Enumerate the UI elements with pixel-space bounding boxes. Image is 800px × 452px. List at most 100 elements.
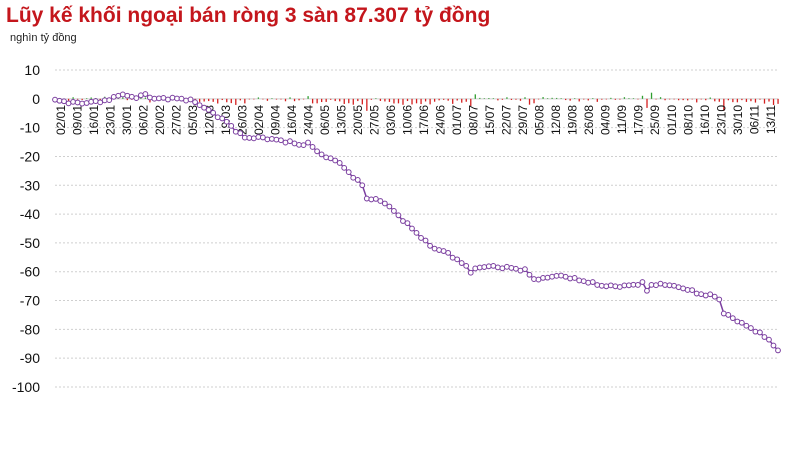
daily-flow-bar [415,98,418,104]
daily-flow-bar [86,98,88,99]
daily-flow-bar [474,94,476,99]
x-tick-label: 13/05 [335,105,349,135]
daily-flow-bar [302,98,305,100]
daily-flow-bar [357,98,359,102]
daily-flow-bar [348,98,350,104]
data-point [716,296,723,303]
x-tick-label: 16/10 [698,105,712,135]
data-point [766,336,772,343]
daily-flow-bar [537,98,540,100]
daily-flow-bar [578,98,580,102]
data-point [481,264,488,270]
daily-flow-bar [447,98,449,101]
x-tick-label: 25/09 [648,105,662,135]
data-point [418,235,424,241]
data-point [205,106,212,113]
x-tick-label: 06/02 [137,105,151,135]
daily-flow-bar [465,98,467,102]
daily-flow-bar [601,98,603,100]
daily-flow-bar [506,97,508,99]
x-tick-label: 01/07 [450,105,464,135]
daily-flow-bar [546,98,549,99]
daily-flow-bar [687,98,689,101]
daily-flow-bar [330,98,332,100]
daily-flow-bar [750,98,752,102]
x-tick-label: 30/01 [120,105,134,135]
daily-flow-bar [424,98,427,102]
daily-flow-bar [406,98,409,102]
daily-flow-bar [221,98,223,101]
daily-flow-bar [768,98,770,102]
daily-flow-bar [352,98,354,105]
daily-flow-bar [370,98,373,100]
x-tick-label: 27/02 [170,105,184,135]
daily-flow-bar [659,97,662,99]
daily-flow-bar [298,98,300,101]
data-point [603,283,610,290]
data-point [391,208,397,214]
data-point [359,182,366,189]
x-tick-label: 22/07 [500,105,514,135]
data-point [314,148,320,155]
daily-flow-bar [632,98,635,99]
daily-flow-bar [682,98,684,101]
data-point [725,312,732,318]
daily-flow-bar [510,98,513,100]
daily-flow-bar [253,98,255,100]
daily-flow-bar [212,98,214,102]
data-point [526,271,533,278]
daily-flow-bar [433,98,436,102]
data-point [413,229,420,236]
data-point [494,264,501,271]
data-point [133,95,140,102]
x-tick-label: 11/09 [615,105,629,134]
daily-flow-bar [438,98,440,101]
x-tick-label: 13/11 [764,105,778,134]
data-point [607,282,614,289]
y-tick-label: -70 [20,293,40,309]
daily-flow-bar [732,98,734,103]
daily-flow-bar [655,98,657,100]
x-tick-label: 02/01 [54,105,68,135]
daily-flow-bar [443,98,445,100]
x-tick-label: 05/08 [533,105,547,135]
daily-flow-bar [248,98,251,100]
daily-flow-bar [393,98,395,104]
daily-flow-bar [334,98,336,102]
x-tick-label: 09/01 [71,105,85,135]
daily-flow-bar [551,97,553,99]
y-tick-label: -30 [20,177,40,193]
data-point [106,97,113,103]
data-point [522,266,528,273]
daily-flow-bar [574,98,576,99]
daily-flow-bar [379,98,382,101]
daily-flow-bar [325,98,327,102]
data-point [169,94,176,101]
daily-flow-bar [565,98,567,101]
daily-flow-bar [646,98,648,108]
data-point [409,225,415,232]
x-tick-label: 20/05 [351,105,365,135]
x-tick-label: 17/09 [632,105,646,135]
data-point [738,319,745,326]
data-point [372,196,379,202]
data-point [61,98,67,105]
x-tick-label: 27/05 [368,105,382,135]
data-point [571,275,578,281]
daily-flow-bar [217,98,219,104]
daily-flow-bar [461,98,463,103]
daily-flow-bar [569,98,571,101]
daily-flow-bar [777,98,779,104]
y-tick-label: 10 [24,62,40,78]
daily-flow-bar [208,98,210,102]
daily-flow-bar [587,98,589,101]
daily-flow-bar [293,98,296,102]
daily-flow-bar [81,98,83,100]
daily-flow-bar [637,98,639,100]
x-tick-label: 19/08 [566,105,580,135]
daily-flow-bar [420,98,422,105]
data-point [761,334,768,340]
daily-flow-bar [610,97,612,99]
daily-flow-bar [144,97,147,99]
